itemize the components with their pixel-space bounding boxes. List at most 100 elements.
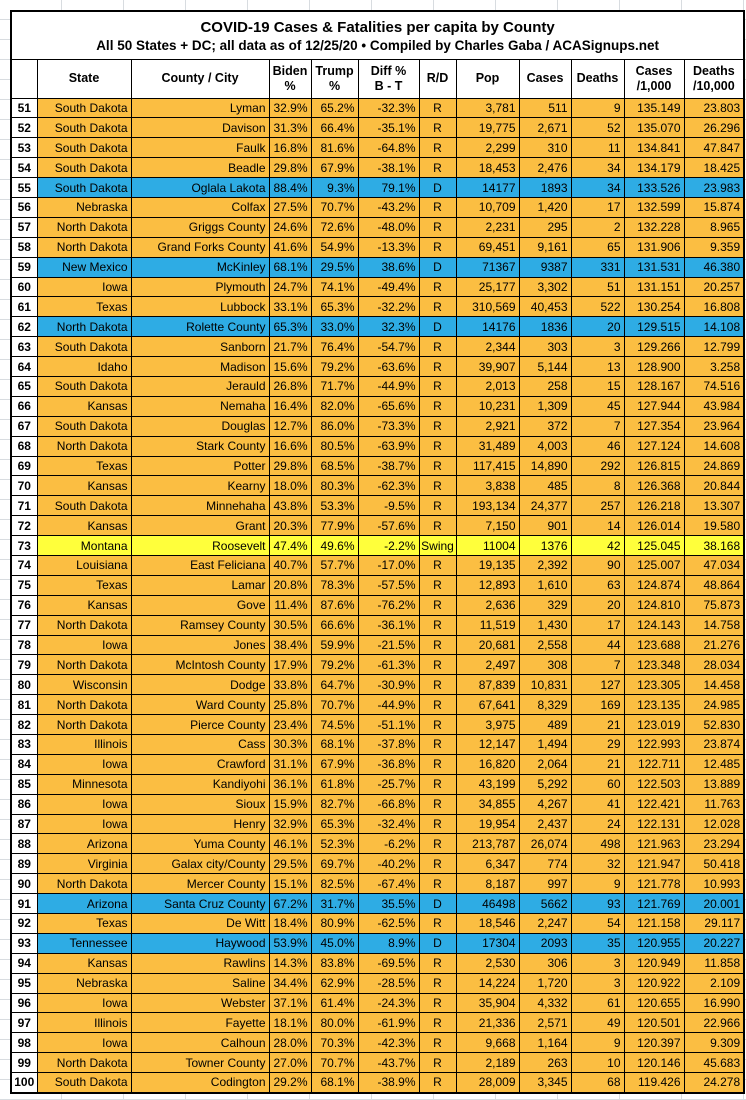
cell-party: R [418,276,457,298]
cell-deaths: 21 [570,714,625,735]
cell-cases: 774 [518,853,572,875]
cell-cases: 1,430 [518,614,572,636]
table-row: 76 Kansas Gove 11.4% 87.6% -76.2% R 2,636 329 20 1… [10,594,745,616]
cell-cases-per-1000: 120.955 [623,932,685,954]
cell-biden-pct: 16.4% [268,395,312,417]
cell-diff-pct: -13.3% [357,236,420,258]
cell-rank: 97 [10,1012,38,1034]
cell-rank: 94 [10,952,38,974]
cell-party: R [418,913,457,934]
cell-diff-pct: -25.7% [357,773,420,795]
cell-deaths-per-10000: 45.683 [683,1052,745,1074]
cell-state: South Dakota [36,137,132,159]
cell-trump-pct: 66.4% [310,117,359,139]
cell-state: Louisiana [36,554,132,576]
table-row: 80 Wisconsin Dodge 33.8% 64.7% -30.9% R 87,839 1… [10,674,745,696]
cell-state: Idaho [36,356,132,377]
cell-county: Colfax [130,196,270,218]
cell-trump-pct: 82.5% [310,873,359,895]
cell-party: R [418,952,457,974]
cell-trump-pct: 80.3% [310,475,359,497]
cell-cases-per-1000: 128.167 [623,375,685,397]
cell-diff-pct: -28.5% [357,972,420,994]
cell-diff-pct: -24.3% [357,992,420,1014]
cell-deaths-per-10000: 75.873 [683,594,745,616]
cell-party: R [418,853,457,875]
cell-cases: 511 [518,97,572,119]
cell-county: Santa Cruz County [130,893,270,915]
cell-cases-per-1000: 121.158 [623,913,685,934]
cell-diff-pct: -66.8% [357,793,420,815]
table-row: 65 South Dakota Jerauld 26.8% 71.7% -44.9% R 2,… [10,375,745,397]
cell-rank: 82 [10,714,38,735]
cell-cases: 2,558 [518,634,572,656]
cell-biden-pct: 14.3% [268,952,312,974]
table-row: 88 Arizona Yuma County 46.1% 52.3% -6.2% R 213,… [10,833,745,855]
cell-county: Potter [130,455,270,477]
cell-biden-pct: 67.2% [268,893,312,915]
cell-cases: 1,164 [518,1032,572,1054]
cell-biden-pct: 53.9% [268,932,312,954]
cell-pop: 3,781 [455,97,520,119]
cell-diff-pct: -64.8% [357,137,420,159]
cell-pop: 87,839 [455,674,520,696]
cell-cases: 2,392 [518,554,572,576]
cell-county: Ramsey County [130,614,270,636]
cell-cases-per-1000: 119.426 [623,1072,685,1094]
cell-deaths: 3 [570,336,625,358]
cell-state: Texas [36,296,132,318]
cell-diff-pct: -42.3% [357,1032,420,1054]
cell-cases-per-1000: 135.070 [623,117,685,139]
cell-deaths-per-10000: 38.168 [683,535,745,556]
cell-county: Griggs County [130,216,270,238]
cell-county: Douglas [130,415,270,437]
cell-deaths: 11 [570,137,625,159]
cell-state: Texas [36,913,132,934]
cell-county: Davison [130,117,270,139]
cell-rank: 95 [10,972,38,994]
cell-pop: 9,668 [455,1032,520,1054]
cell-biden-pct: 15.9% [268,793,312,815]
cell-county: Saline [130,972,270,994]
spreadsheet-table: COVID-19 Cases & Fatalities per capita b… [10,10,746,1094]
cell-trump-pct: 79.2% [310,356,359,377]
cell-pop: 20,681 [455,634,520,656]
table-row: 85 Minnesota Kandiyohi 36.1% 61.8% -25.7% R 43,… [10,773,745,795]
cell-party: R [418,356,457,377]
cell-diff-pct: -69.5% [357,952,420,974]
cell-party: D [418,256,457,278]
cell-trump-pct: 68.5% [310,455,359,477]
cell-deaths: 51 [570,276,625,298]
cell-cases: 1893 [518,177,572,198]
table-row: 73 Montana Roosevelt 47.4% 49.6% -2.2% Swing 11… [10,535,745,556]
cell-state: South Dakota [36,495,132,517]
cell-cases-per-1000: 123.348 [623,654,685,676]
cell-rank: 67 [10,415,38,437]
cell-deaths-per-10000: 74.516 [683,375,745,397]
cell-party: R [418,1052,457,1074]
cell-rank: 81 [10,694,38,716]
cell-biden-pct: 33.8% [268,674,312,696]
cell-deaths: 9 [570,1032,625,1054]
cell-deaths-per-10000: 16.808 [683,296,745,318]
cell-pop: 46498 [455,893,520,915]
cell-cases-per-1000: 121.778 [623,873,685,895]
cell-pop: 8,187 [455,873,520,895]
cell-cases: 997 [518,873,572,895]
table-row: 82 North Dakota Pierce County 23.4% 74.5% -51… [10,714,745,735]
cell-deaths-per-10000: 43.984 [683,395,745,417]
cell-cases: 2093 [518,932,572,954]
cell-party: R [418,793,457,815]
cell-pop: 310,569 [455,296,520,318]
cell-rank: 84 [10,753,38,775]
cell-county: Sioux [130,793,270,815]
cell-state: Nebraska [36,196,132,218]
cell-county: Rawlins [130,952,270,974]
cell-pop: 67,641 [455,694,520,716]
cell-diff-pct: -57.5% [357,574,420,596]
cell-cases: 2,437 [518,813,572,835]
cell-state: Minnesota [36,773,132,795]
cell-diff-pct: -36.1% [357,614,420,636]
cell-diff-pct: -63.6% [357,356,420,377]
cell-cases-per-1000: 122.711 [623,753,685,775]
